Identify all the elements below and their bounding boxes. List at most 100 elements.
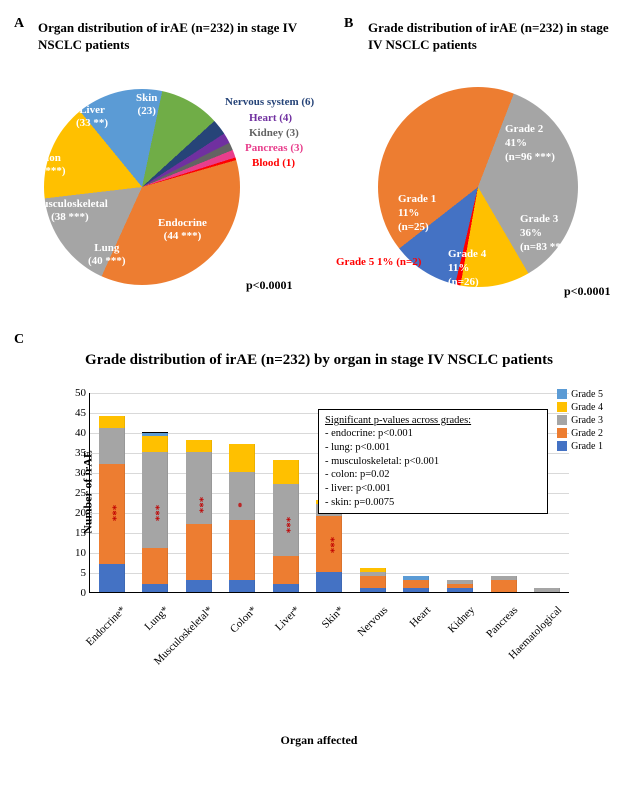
y-tick: 30 bbox=[75, 467, 90, 479]
significance-mark: *** bbox=[328, 537, 340, 554]
legend-item: Grade 5 bbox=[557, 389, 603, 400]
legend-swatch bbox=[557, 402, 567, 412]
slice-label: Grade 1 11% (n=25) bbox=[398, 192, 436, 235]
bar-segment bbox=[142, 584, 168, 592]
pvalue-box: Significant p-values across grades:- end… bbox=[318, 409, 548, 514]
bar-segment bbox=[186, 580, 212, 592]
panel-letter-b: B bbox=[344, 16, 353, 32]
x-tick-label: Skin* bbox=[324, 597, 342, 615]
bar-segment bbox=[229, 472, 255, 520]
x-tick-label: Endocrine* bbox=[105, 597, 123, 615]
slice-label: Grade 2 41% (n=96 ***) bbox=[505, 122, 555, 165]
bar-segment bbox=[99, 428, 125, 464]
bar-segment bbox=[142, 548, 168, 584]
y-tick: 15 bbox=[75, 527, 90, 539]
slice-label: Grade 5 1% (n=2) bbox=[336, 256, 421, 268]
panel-b: B Grade distribution of irAE (n=232) in … bbox=[340, 20, 620, 302]
bar-segment bbox=[491, 580, 517, 592]
stacked-bar bbox=[534, 588, 560, 592]
panel-letter-a: A bbox=[14, 16, 24, 32]
bar-segment bbox=[403, 588, 429, 592]
legend-item: Grade 1 bbox=[557, 441, 603, 452]
panel-c: C Grade distribution of irAE (n=232) by … bbox=[10, 332, 628, 748]
significance-mark: *** bbox=[110, 505, 122, 522]
legend-label: Grade 1 bbox=[571, 441, 603, 452]
x-tick-label: Liver* bbox=[280, 597, 298, 615]
legend-label: Grade 3 bbox=[571, 415, 603, 426]
slice-label: Grade 3 36% (n=83 ***) bbox=[520, 212, 570, 255]
bar-segment bbox=[273, 584, 299, 592]
bar-segment bbox=[229, 444, 255, 472]
legend: Grade 5 Grade 4 Grade 3 Grade 2 Grade 1 bbox=[557, 389, 603, 454]
bar-segment bbox=[142, 452, 168, 548]
x-axis-label: Organ affected bbox=[10, 733, 628, 748]
x-tick-label: Pancreas bbox=[498, 597, 516, 615]
x-tick-label: Kidney bbox=[454, 597, 472, 615]
legend-swatch bbox=[557, 428, 567, 438]
panel-c-title: Grade distribution of irAE (n=232) by or… bbox=[10, 352, 628, 369]
slice-label: Nervous system (6) bbox=[225, 96, 314, 108]
legend-item: Grade 3 bbox=[557, 415, 603, 426]
bar-segment bbox=[229, 580, 255, 592]
x-tick-label: Haematological bbox=[542, 597, 560, 615]
y-tick: 25 bbox=[75, 487, 90, 499]
slice-label: Colon (37 ***) bbox=[28, 152, 66, 178]
slice-label: Musculoskeletal (38 ***) bbox=[32, 198, 108, 224]
bar-segment bbox=[142, 436, 168, 452]
legend-label: Grade 5 bbox=[571, 389, 603, 400]
bar-chart: Number of irAE 05101520253035404550*****… bbox=[39, 383, 599, 663]
pie-b-area: Grade 2 41% (n=96 ***) Grade 3 36% (n=83 … bbox=[340, 62, 620, 302]
significance-mark: * bbox=[235, 502, 247, 508]
stacked-bar bbox=[403, 576, 429, 592]
legend-item: Grade 2 bbox=[557, 428, 603, 439]
legend-label: Grade 2 bbox=[571, 428, 603, 439]
y-tick: 10 bbox=[75, 547, 90, 559]
pie-a-area: Endocrine (44 ***) Lung (40 ***) Musculosk… bbox=[10, 62, 330, 302]
slice-label: Blood (1) bbox=[252, 157, 295, 169]
stacked-bar bbox=[186, 440, 212, 592]
bar-segment bbox=[316, 572, 342, 592]
significance-mark: *** bbox=[154, 505, 166, 522]
bar-segment bbox=[273, 556, 299, 584]
p-value: p<0.0001 bbox=[564, 284, 611, 299]
y-tick: 45 bbox=[75, 407, 90, 419]
slice-label: Pancreas (3) bbox=[245, 142, 303, 154]
stacked-bar bbox=[229, 444, 255, 592]
panel-letter-c: C bbox=[14, 332, 628, 348]
slice-label: Lung (40 ***) bbox=[88, 242, 126, 268]
y-tick: 40 bbox=[75, 427, 90, 439]
slice-label: Liver (33 **) bbox=[76, 104, 108, 130]
legend-swatch bbox=[557, 415, 567, 425]
bar-segment bbox=[99, 416, 125, 428]
x-tick-label: Nervous bbox=[367, 597, 385, 615]
slice-label: Skin (23) bbox=[136, 92, 157, 118]
pie-chart bbox=[44, 89, 240, 285]
legend-swatch bbox=[557, 441, 567, 451]
slice-label: Heart (4) bbox=[249, 112, 292, 124]
y-tick: 0 bbox=[81, 587, 91, 599]
panel-b-title: Grade distribution of irAE (n=232) in st… bbox=[368, 20, 620, 54]
bar-segment bbox=[447, 588, 473, 592]
bar-segment bbox=[99, 564, 125, 592]
p-value: p<0.0001 bbox=[246, 278, 293, 293]
x-tick-label: Heart bbox=[411, 597, 429, 615]
slice-label: Endocrine (44 ***) bbox=[158, 217, 207, 243]
bar-segment bbox=[360, 576, 386, 588]
bar-segment bbox=[273, 460, 299, 484]
slice-label: Kidney (3) bbox=[249, 127, 299, 139]
legend-item: Grade 4 bbox=[557, 402, 603, 413]
significance-mark: *** bbox=[197, 497, 209, 514]
bar-segment bbox=[186, 524, 212, 580]
bar-segment bbox=[186, 440, 212, 452]
bar-segment bbox=[534, 588, 560, 592]
x-tick-label: Lung* bbox=[149, 597, 167, 615]
bar-segment bbox=[360, 588, 386, 592]
panel-a: A Organ distribution of irAE (n=232) in … bbox=[10, 20, 330, 302]
y-tick: 35 bbox=[75, 447, 90, 459]
significance-mark: *** bbox=[285, 517, 297, 534]
y-tick: 5 bbox=[81, 567, 91, 579]
stacked-bar bbox=[447, 580, 473, 592]
slice-label: Grade 4 11% (n=26) bbox=[448, 247, 486, 290]
stacked-bar bbox=[360, 568, 386, 592]
bar-segment bbox=[403, 580, 429, 588]
